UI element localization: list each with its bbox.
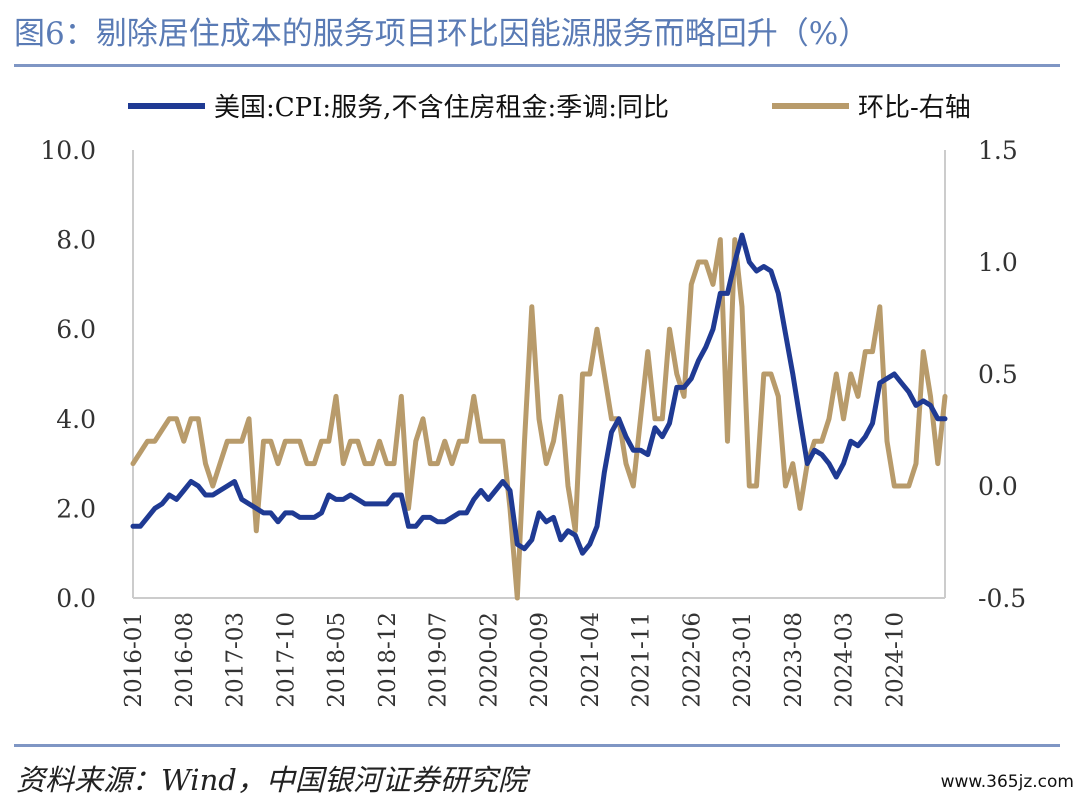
- x-tick-label: 2017-10: [273, 612, 299, 708]
- x-tick-label: 2019-07: [426, 612, 452, 708]
- chart-title: 图6：剔除居住成本的服务项目环比因能源服务而略回升（%）: [14, 16, 870, 52]
- x-tick-labels: 2016-01 2016-08 2017-03 2017-10 2018-05 2018-…: [121, 612, 908, 708]
- x-tick-label: 2023-01: [730, 612, 756, 708]
- x-tick-label: 2016-08: [172, 612, 198, 708]
- x-tick-label: 2021-11: [629, 612, 655, 708]
- x-tick-label: 2022-06: [679, 612, 705, 708]
- x-tick-label: 2020-09: [527, 612, 553, 708]
- right-tick-label: 1.5: [978, 136, 1018, 165]
- x-tick-label: 2023-08: [781, 612, 807, 708]
- x-tick-label: 2018-12: [375, 612, 401, 708]
- left-tick-label: 8.0: [56, 226, 96, 255]
- left-tick-label: 10.0: [40, 136, 96, 165]
- x-tick-label: 2021-04: [578, 612, 604, 708]
- left-tick-label: 6.0: [56, 315, 96, 344]
- right-tick-label: 0.0: [978, 472, 1018, 501]
- series-line-mom: [130, 237, 948, 601]
- chart-canvas: 美国:CPI:服务,不含住房租金:季调:同比 环比-右轴 0.0 2.0 4.0 6.…: [40, 93, 1026, 708]
- footer-divider: [14, 744, 1060, 747]
- watermark: www.365jz.com: [940, 772, 1074, 792]
- left-tick-label: 0.0: [56, 584, 96, 613]
- left-tick-labels: 0.0 2.0 4.0 6.0 8.0 10.0: [40, 136, 96, 613]
- x-tick-label: 2016-01: [121, 612, 147, 708]
- legend-label-yoy: 美国:CPI:服务,不含住房租金:季调:同比: [214, 93, 669, 123]
- x-tick-label: 2024-10: [882, 612, 908, 708]
- series-line-yoy: [130, 232, 948, 556]
- right-tick-label: -0.5: [978, 584, 1026, 613]
- x-tick-label: 2020-02: [476, 612, 502, 708]
- x-tick-label: 2018-05: [324, 612, 350, 708]
- x-tick-label: 2024-03: [832, 612, 858, 708]
- left-tick-label: 4.0: [56, 405, 96, 434]
- right-tick-label: 0.5: [978, 360, 1018, 389]
- legend: 美国:CPI:服务,不含住房租金:季调:同比 环比-右轴: [128, 93, 971, 123]
- left-tick-label: 2.0: [56, 494, 96, 523]
- title-divider: [14, 64, 1060, 67]
- series-layer: [130, 232, 948, 601]
- source-note: 资料来源：Wind，中国银河证券研究院: [16, 763, 527, 797]
- legend-label-mom: 环比-右轴: [858, 93, 971, 123]
- right-tick-label: 1.0: [978, 248, 1018, 277]
- right-tick-labels: -0.5 0.0 0.5 1.0 1.5: [978, 136, 1026, 613]
- x-tick-label: 2017-03: [223, 612, 249, 708]
